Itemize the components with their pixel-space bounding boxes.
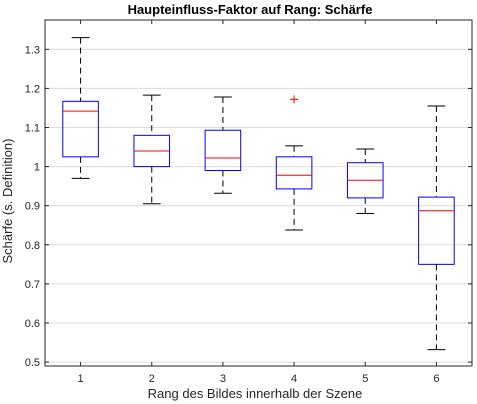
y-tick-label: 1.2 [25,83,40,95]
x-tick-label: 5 [362,373,368,385]
box [275,156,313,190]
chart-title: Haupteinfluss-Faktor auf Rang: Schärfe [128,2,373,17]
box [62,100,99,158]
x-tick-label: 2 [149,373,155,385]
y-tick-label: 1.1 [25,123,40,135]
x-tick-label: 4 [291,373,297,385]
box-group-rank-2 [133,94,171,205]
x-tick-label: 1 [78,373,84,385]
grid-lines [45,48,472,363]
box [204,129,242,172]
y-tick-label: 0.8 [25,240,40,252]
x-tick-label: 6 [433,373,439,385]
x-axis-ticks: 1 2 3 4 5 6 [78,20,439,385]
y-tick-label: 0.5 [25,357,40,369]
y-tick-label: 0.9 [25,201,40,213]
y-tick-label: 0.6 [25,318,40,330]
y-tick-label: 0.7 [25,279,40,291]
box-group-rank-3 [204,96,242,194]
y-tick-label: 1 [34,162,40,174]
y-axis-ticks: 0.5 0.6 0.7 0.8 0.9 1 1.1 1.2 1.3 [25,44,472,369]
box-group-rank-6 [418,105,455,351]
box-group-rank-1 [62,37,99,179]
x-tick-label: 3 [220,373,226,385]
y-axis-label: Schärfe (s. Definition) [0,139,15,264]
box-group-rank-5 [346,148,384,215]
box-series [62,37,455,351]
plot-area-frame [44,19,473,367]
box-group-rank-4 [275,95,313,231]
outlier-marker [290,95,299,104]
x-axis-label: Rang des Bildes innerhalb der Szene [148,386,363,401]
box [418,196,455,265]
y-tick-label: 1.3 [25,44,40,56]
